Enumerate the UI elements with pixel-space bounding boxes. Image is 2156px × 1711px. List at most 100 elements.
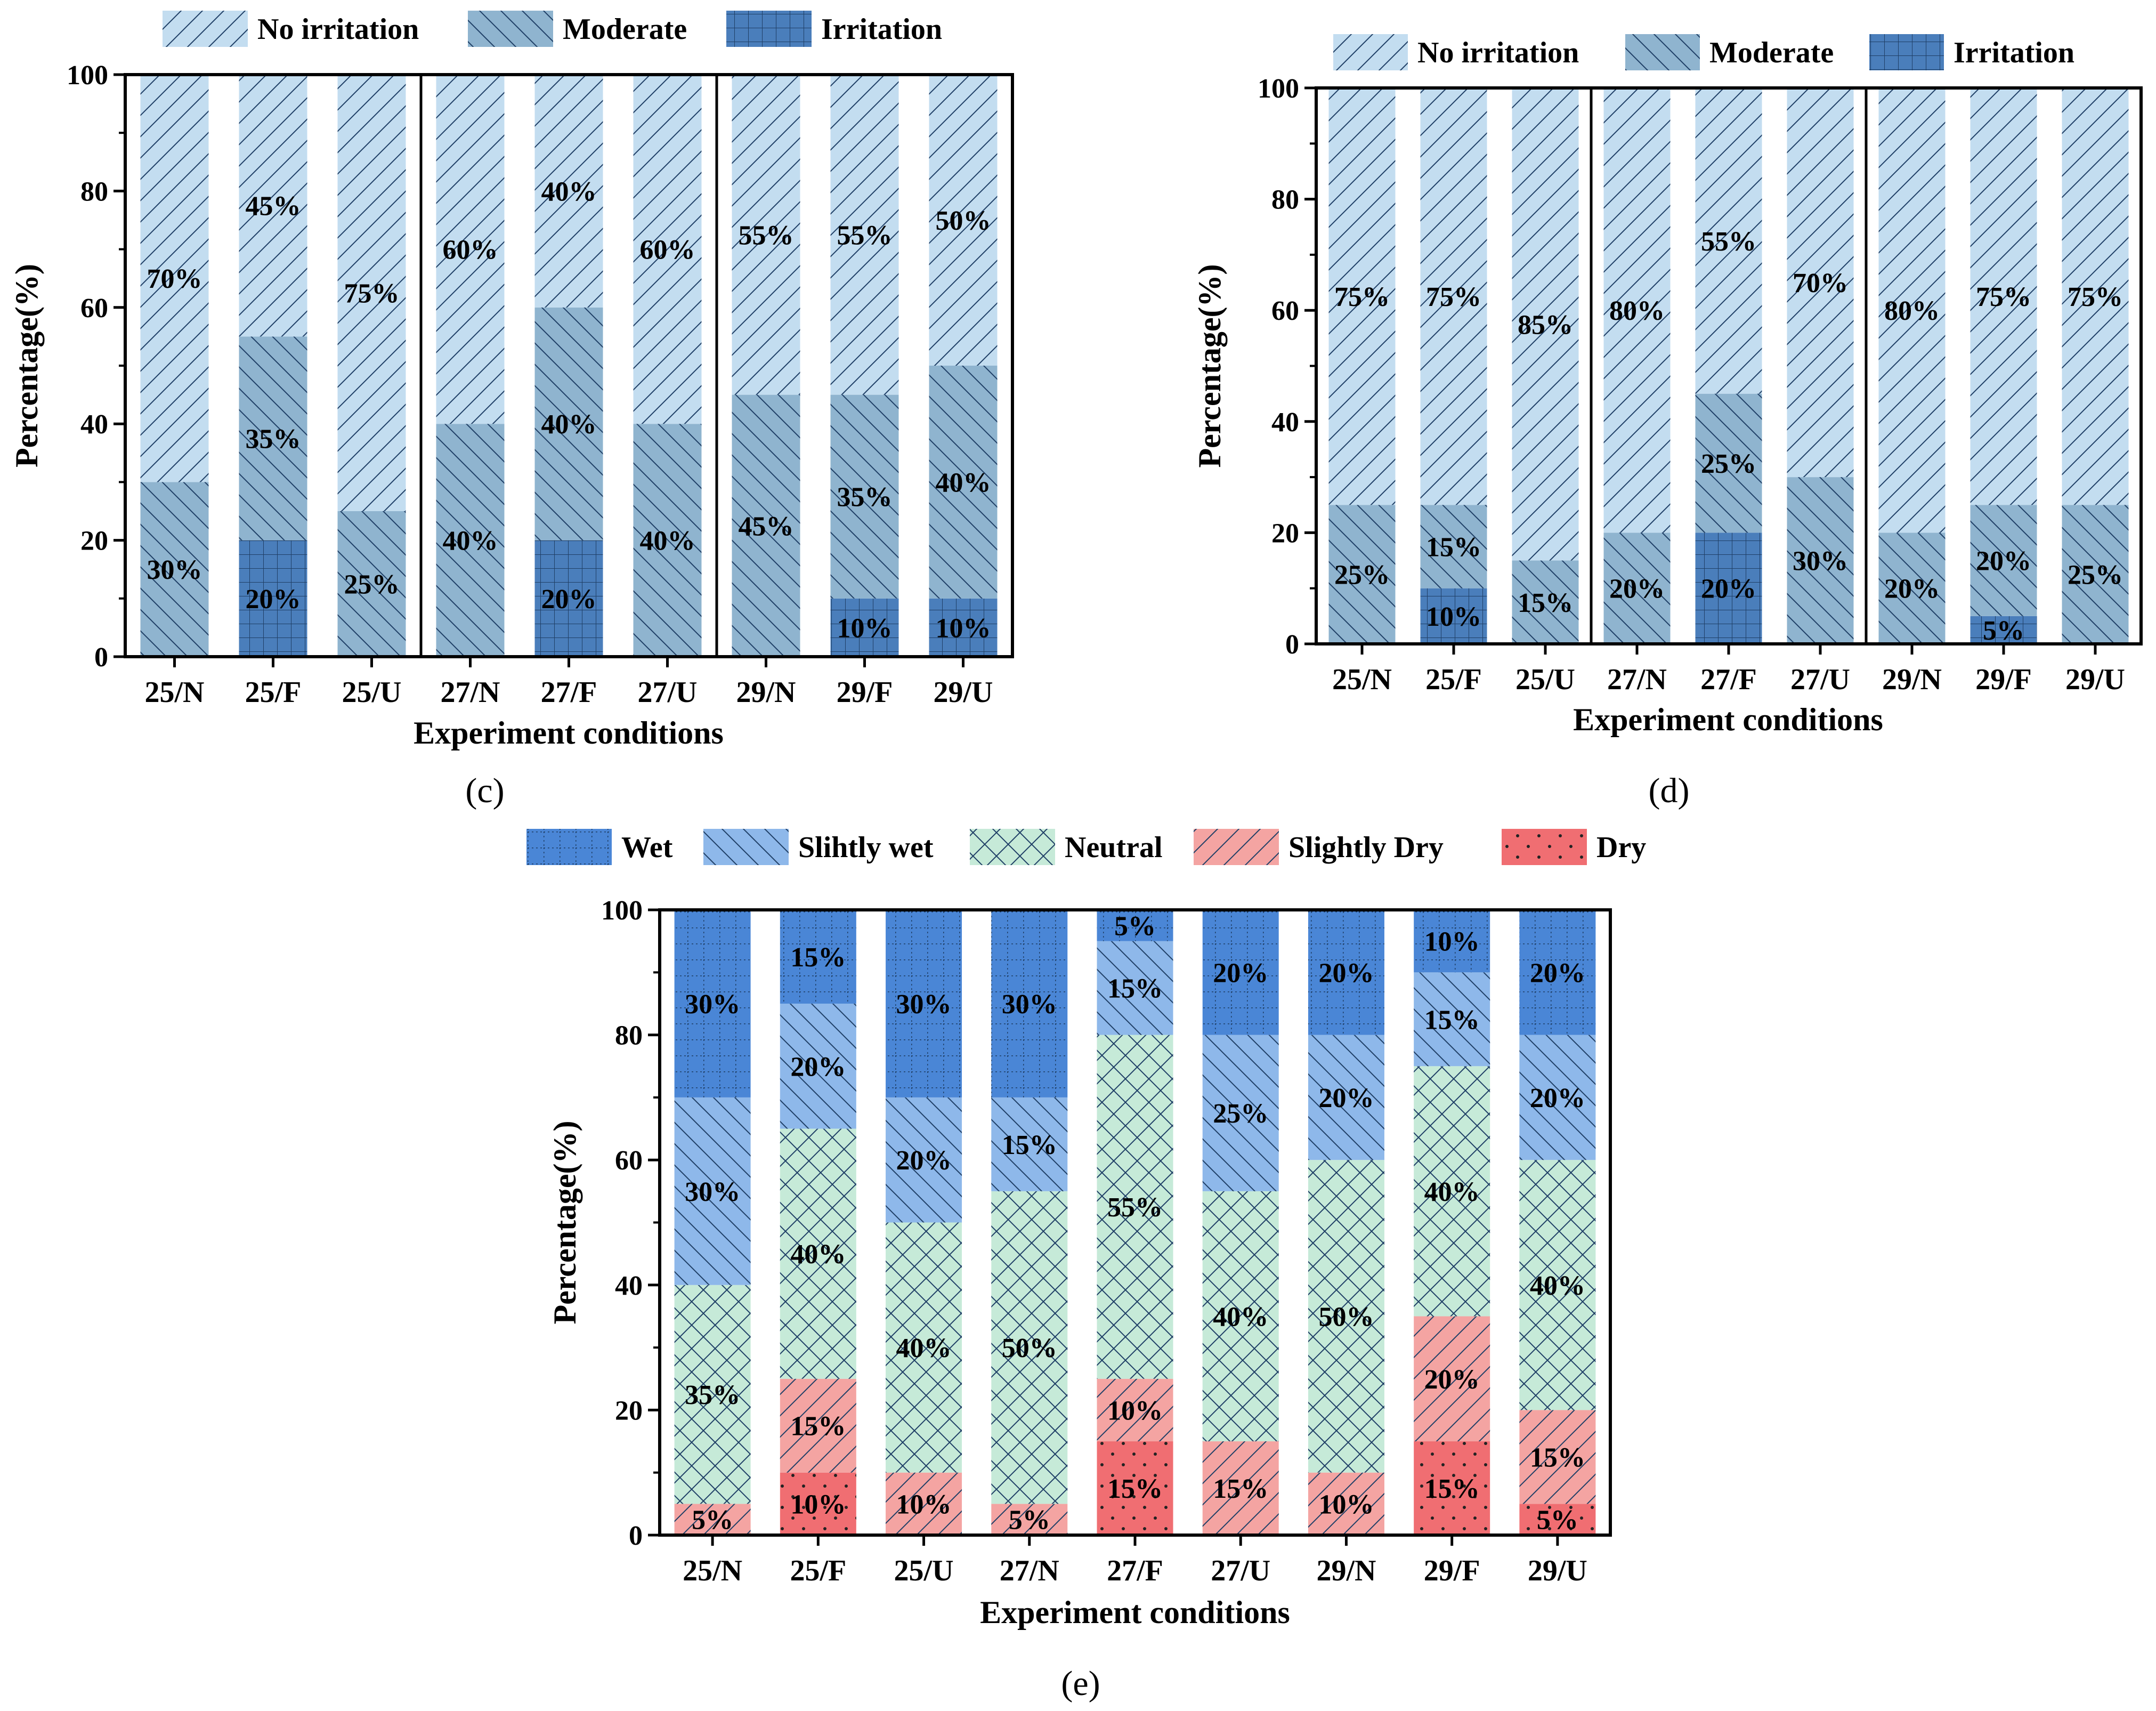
c-bar-25-f-no-irritation-label: 45%	[246, 191, 301, 222]
e-ytick-label: 100	[601, 895, 643, 926]
e-bar-29-f-wet	[1414, 910, 1490, 973]
e-bar-25-f-slightly-dry	[780, 1378, 856, 1473]
c-bar-27-f-no-irritation-pattern	[534, 75, 603, 308]
c-bar-29-u-moderate	[929, 366, 998, 599]
e-legend-swatch-wet-pattern	[526, 829, 612, 865]
e-bar-27-n-slihtly-wet-pattern	[991, 1097, 1068, 1191]
c-panel-label: (c)	[465, 771, 504, 810]
c-bar-25-u-moderate-pattern	[337, 511, 406, 657]
e-legend-swatch-slihtly-wet-pattern	[703, 829, 789, 865]
e-legend-swatch-slightly-dry-pattern	[1194, 829, 1279, 865]
e-bar-25-u-neutral-label: 40%	[896, 1333, 952, 1363]
e-bar-27-n-slightly-dry-pattern	[991, 1504, 1068, 1535]
d-bar-25-f-no-irritation-label: 75%	[1426, 282, 1481, 312]
d-bar-25-f-irritation-label: 10%	[1426, 602, 1481, 632]
e-legend-label-dry: Dry	[1596, 831, 1646, 864]
e-bar-25-n-neutral	[674, 1285, 751, 1504]
d-bar-29-u-no-irritation	[2062, 88, 2129, 505]
e-bar-27-n-neutral	[991, 1191, 1068, 1504]
c-bar-27-u-no-irritation	[633, 75, 702, 424]
d-xtick-label-29-f: 29/F	[1975, 663, 2032, 696]
e-bar-29-f-slihtly-wet-pattern	[1414, 972, 1490, 1067]
c-legend-swatch-no-irritation-pattern	[163, 11, 248, 47]
c-xtick-label-27-n: 27/N	[441, 676, 500, 709]
c-bar-29-f-moderate-pattern	[830, 394, 899, 599]
d-xtick-label-27-f: 27/F	[1700, 663, 1757, 696]
d-bar-25-u-moderate-pattern	[1512, 560, 1579, 644]
e-bar-29-n-slihtly-wet-pattern	[1308, 1035, 1384, 1160]
e-bar-27-u-slihtly-wet-pattern	[1202, 1035, 1279, 1191]
d-bar-25-u-no-irritation-label: 85%	[1518, 310, 1573, 340]
c-bar-29-u-moderate-pattern	[929, 366, 998, 599]
e-y-axis-title: Percentage(%)	[547, 1120, 582, 1324]
d-bar-27-u-no-irritation	[1787, 88, 1854, 478]
e-bar-29-f-neutral-pattern	[1414, 1066, 1490, 1317]
e-xtick-label-27-f: 27/F	[1107, 1554, 1163, 1587]
d-bar-27-f-moderate-label: 25%	[1701, 449, 1756, 479]
e-bar-27-u-slightly-dry	[1202, 1441, 1279, 1535]
d-bar-27-f-irritation-pattern	[1695, 532, 1762, 644]
c-bar-25-u-no-irritation	[337, 75, 406, 511]
e-bar-25-u-slihtly-wet-label: 20%	[896, 1145, 952, 1176]
e-xtick-label-25-f: 25/F	[790, 1554, 846, 1587]
panel-d-chart: No irritation Moderate Irritation 25% 75% 10%…	[1192, 34, 2143, 810]
c-xtick-label-25-u: 25/U	[342, 676, 402, 709]
c-bar-25-u-no-irritation-label: 75%	[344, 279, 400, 309]
d-bar-27-u-no-irritation-pattern	[1787, 88, 1854, 478]
e-legend-item-dry: Dry	[1502, 829, 1646, 865]
e-bar-25-f-dry	[780, 1472, 856, 1535]
d-bar-27-f-irritation	[1695, 532, 1762, 644]
d-panel-label: (d)	[1649, 771, 1690, 810]
d-ytick-label: 60	[1271, 296, 1299, 326]
panel-e-chart: Wet Slihtly wet Neutral Slightly Dry Dry 5% 35…	[526, 829, 1646, 1703]
e-bar-29-n-slightly-dry-pattern	[1308, 1472, 1384, 1535]
e-bar-29-u-slightly-dry	[1519, 1410, 1596, 1504]
c-bar-29-f-no-irritation	[830, 75, 899, 395]
d-bar-29-f-no-irritation	[1970, 88, 2037, 505]
c-bar-29-u-irritation-pattern	[929, 598, 998, 657]
d-legend-item-no-irritation: No irritation	[1333, 34, 1579, 70]
e-legend-swatch-neutral	[970, 829, 1055, 865]
c-legend-swatch-moderate	[468, 11, 553, 47]
c-xtick-label-29-n: 29/N	[736, 676, 796, 709]
c-legend-swatch-moderate-pattern	[468, 11, 553, 47]
e-bar-27-u-wet-label: 20%	[1213, 958, 1268, 988]
e-bar-25-n-wet-label: 30%	[685, 989, 740, 1020]
c-bar-27-n-no-irritation-pattern	[436, 75, 505, 424]
c-bar-25-n-no-irritation	[140, 75, 209, 482]
e-legend-item-slightly-dry: Slightly Dry	[1194, 829, 1444, 865]
e-xtick-label-27-n: 27/N	[1000, 1554, 1059, 1587]
d-ytick-label: 0	[1285, 629, 1299, 660]
c-bar-27-f-moderate-pattern	[534, 307, 603, 540]
e-legend-label-slihtly-wet: Slihtly wet	[798, 831, 934, 864]
e-bar-29-f-neutral	[1414, 1066, 1490, 1317]
c-bar-29-u-moderate-label: 40%	[936, 467, 991, 498]
d-bar-25-u-moderate	[1512, 560, 1579, 644]
e-bar-27-u-neutral-label: 40%	[1213, 1302, 1268, 1332]
c-ytick-label: 60	[80, 293, 108, 324]
e-bar-27-f-neutral	[1097, 1035, 1173, 1379]
c-bar-27-u-no-irritation-pattern	[633, 75, 702, 424]
e-bar-29-u-slihtly-wet-pattern	[1519, 1035, 1596, 1160]
e-bar-25-u-wet-label: 30%	[896, 989, 952, 1020]
d-ytick-label: 80	[1271, 185, 1299, 215]
e-bar-27-u-wet	[1202, 910, 1279, 1035]
d-legend: No irritation Moderate Irritation	[1333, 34, 2074, 70]
d-bar-29-u-moderate-pattern	[2062, 505, 2129, 644]
e-bar-25-n-slightly-dry	[674, 1504, 751, 1535]
c-bar-25-u-moderate-label: 25%	[344, 570, 400, 600]
c-legend-label-no-irritation: No irritation	[257, 13, 419, 46]
d-bar-27-f-no-irritation-pattern	[1695, 88, 1762, 394]
c-legend-swatch-irritation-pattern	[726, 11, 812, 47]
d-ytick-label: 20	[1271, 518, 1299, 548]
e-legend-swatch-slightly-dry	[1194, 829, 1279, 865]
e-bar-27-f-dry-label: 15%	[1107, 1474, 1163, 1504]
d-xtick-label-25-u: 25/U	[1515, 663, 1575, 696]
e-legend: Wet Slihtly wet Neutral Slightly Dry Dry	[526, 829, 1646, 865]
c-bar-27-f-moderate-label: 40%	[541, 409, 597, 440]
c-legend-swatch-no-irritation	[163, 11, 248, 47]
e-bar-25-f-neutral-label: 40%	[790, 1239, 846, 1270]
d-bar-25-n-no-irritation-label: 75%	[1334, 282, 1390, 312]
c-bar-25-f-moderate-pattern	[239, 336, 307, 540]
